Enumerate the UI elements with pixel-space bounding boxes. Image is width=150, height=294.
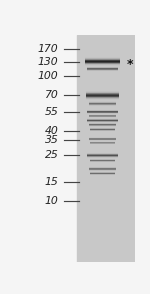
- Text: 70: 70: [45, 90, 58, 100]
- Bar: [19, 35, 77, 262]
- Text: *: *: [127, 58, 134, 71]
- Text: 40: 40: [45, 126, 58, 136]
- Text: 10: 10: [45, 196, 58, 206]
- Bar: [77, 35, 135, 262]
- Text: 15: 15: [45, 177, 58, 187]
- Text: 25: 25: [45, 150, 58, 160]
- Text: 130: 130: [38, 57, 58, 67]
- Text: 55: 55: [45, 107, 58, 117]
- Text: 170: 170: [38, 44, 58, 54]
- Text: 35: 35: [45, 135, 58, 145]
- Text: 100: 100: [38, 71, 58, 81]
